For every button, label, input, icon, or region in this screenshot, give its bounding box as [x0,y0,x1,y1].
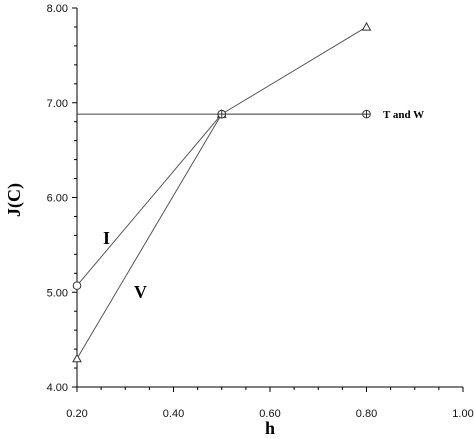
y-tick-label: 5.00 [47,287,68,299]
x-tick-label: 0.20 [66,408,87,420]
y-tick-label: 7.00 [47,98,68,110]
x-tick-label: 0.40 [163,408,184,420]
x-tick-label: 1.00 [452,408,473,420]
labels: J(C) h I V T and W [4,109,424,438]
series-markers [72,21,372,363]
series-line-1 [76,26,367,359]
y-tick-label: 6.00 [47,193,68,205]
series-lines [76,26,367,359]
y-axis-title: J(C) [4,183,25,217]
series-line-0 [76,113,223,286]
marker-point [361,21,372,31]
y-tick-label: 4.00 [47,382,68,394]
x-axis-title: h [265,418,275,438]
x-tick-label: 0.60 [259,408,280,420]
axes: 4.00 5.00 6.00 7.00 8.00 0.20 0.40 0.60 0.80 1.00 [47,3,474,420]
y-tick-label: 8.00 [47,3,68,15]
series-label-t-and-w: T and W [383,109,424,121]
series-label-i: I [103,228,110,248]
series-label-v: V [134,282,147,302]
marker-point [72,281,82,290]
x-tick-label: 0.80 [356,408,377,420]
marker-point [72,353,82,363]
